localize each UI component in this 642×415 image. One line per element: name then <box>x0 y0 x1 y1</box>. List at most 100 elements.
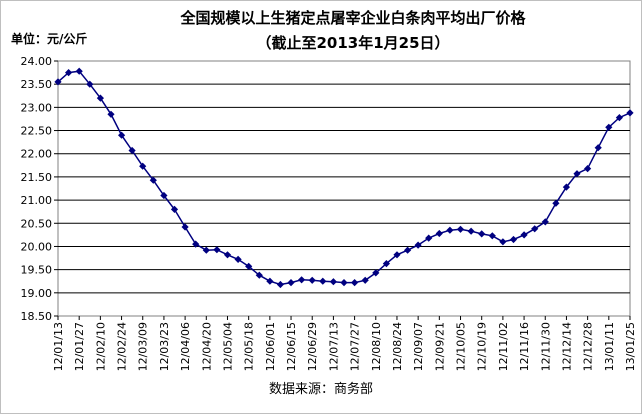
data-point <box>170 205 179 213</box>
y-tick-label: 21.50 <box>21 171 53 184</box>
y-tick-label: 20.00 <box>21 240 53 253</box>
data-point <box>520 231 528 239</box>
x-tick-label: 12/12/14 <box>560 322 573 371</box>
data-point <box>139 162 147 170</box>
data-point <box>181 223 189 231</box>
data-point <box>393 251 401 259</box>
x-tick-label: 12/09/07 <box>412 322 425 371</box>
data-point <box>118 131 126 139</box>
data-point <box>488 232 496 240</box>
data-point <box>478 230 486 238</box>
x-tick-label: 12/11/30 <box>539 322 552 371</box>
data-point <box>456 225 465 233</box>
data-point <box>541 218 549 226</box>
data-point <box>414 241 422 249</box>
data-point <box>435 229 443 238</box>
chart-title: 全国规模以上生猪定点屠宰企业白条肉平均出厂价格 <box>179 9 526 27</box>
x-tick-label: 12/01/13 <box>52 322 65 371</box>
data-point <box>446 226 454 234</box>
data-point <box>308 276 316 284</box>
x-tick-label: 12/06/01 <box>264 322 277 371</box>
x-tick-label: 12/04/06 <box>179 322 192 371</box>
data-point <box>584 165 592 173</box>
x-tick-label: 12/06/15 <box>285 322 298 371</box>
plot-area <box>57 60 631 317</box>
y-tick-label: 21.00 <box>21 194 53 207</box>
y-tick-label: 20.50 <box>21 217 53 230</box>
data-point <box>361 276 369 284</box>
data-point <box>499 238 507 246</box>
data-point <box>605 123 613 131</box>
data-point <box>531 225 539 233</box>
x-tick-label: 12/11/16 <box>518 322 531 371</box>
x-tick-label: 13/01/25 <box>624 322 637 371</box>
data-point <box>255 271 263 279</box>
data-point <box>562 183 570 191</box>
data-point <box>404 246 412 254</box>
x-tick-label: 12/07/13 <box>327 322 340 371</box>
x-tick-label: 12/06/29 <box>306 322 319 371</box>
data-point <box>351 279 359 287</box>
y-tick-label: 24.00 <box>21 55 53 68</box>
data-point <box>329 278 337 286</box>
x-tick-label: 12/03/23 <box>158 322 171 371</box>
data-point <box>509 235 518 244</box>
data-point <box>54 78 62 86</box>
y-tick-label: 22.50 <box>21 125 53 138</box>
data-point <box>149 176 157 184</box>
x-tick-label: 12/09/21 <box>433 322 446 371</box>
x-tick-label: 12/05/18 <box>243 322 256 371</box>
unit-label: 单位：元/公斤 <box>11 31 87 46</box>
y-axis-ticks: 18.50 19.00 19.50 20.00 20.50 21.00 21.50 22.00… <box>21 55 58 323</box>
data-point <box>372 269 380 277</box>
data-point <box>245 262 253 270</box>
x-tick-label: 12/11/02 <box>497 322 510 371</box>
data-point <box>298 276 306 284</box>
data-point <box>75 67 83 75</box>
data-point <box>192 240 200 248</box>
x-tick-label: 12/10/19 <box>476 322 489 371</box>
y-tick-label: 18.50 <box>21 310 53 323</box>
data-point <box>96 94 104 102</box>
data-point <box>107 110 115 118</box>
x-tick-label: 12/07/27 <box>349 322 362 371</box>
data-point <box>276 280 284 289</box>
x-tick-label: 12/02/24 <box>116 322 129 371</box>
data-point <box>467 227 475 235</box>
y-tick-label: 23.00 <box>21 101 53 114</box>
data-point <box>382 260 390 268</box>
x-tick-label: 12/02/10 <box>94 322 107 371</box>
data-point <box>340 279 348 287</box>
data-point <box>594 144 602 152</box>
x-tick-label: 12/03/09 <box>137 322 150 371</box>
y-tick-label: 19.50 <box>21 264 53 277</box>
x-tick-label: 12/04/20 <box>200 322 213 371</box>
y-tick-label: 19.00 <box>21 287 53 300</box>
price-series <box>54 67 634 289</box>
source-label: 数据来源：商务部 <box>269 381 373 397</box>
data-point <box>128 146 136 155</box>
data-point <box>626 109 634 117</box>
data-point <box>266 277 274 285</box>
x-tick-label: 12/08/24 <box>391 322 404 371</box>
data-point <box>573 170 581 178</box>
data-point <box>287 279 295 287</box>
data-point <box>86 80 94 88</box>
y-tick-label: 22.00 <box>21 148 53 161</box>
x-tick-label: 12/12/28 <box>582 322 595 371</box>
x-axis-ticks: 12/01/13 12/01/27 12/02/10 12/02/24 12/03/09… <box>52 316 637 371</box>
data-point <box>615 114 623 122</box>
x-tick-label: 12/05/04 <box>221 322 234 371</box>
data-point <box>552 199 560 207</box>
data-point <box>160 191 168 200</box>
data-point <box>213 246 221 254</box>
y-tick-label: 23.50 <box>21 78 53 91</box>
data-point <box>425 234 433 242</box>
x-tick-label: 12/08/10 <box>370 322 383 371</box>
data-point <box>202 246 210 254</box>
x-tick-label: 12/01/27 <box>73 322 86 371</box>
data-point <box>234 255 242 263</box>
data-point <box>65 69 73 77</box>
